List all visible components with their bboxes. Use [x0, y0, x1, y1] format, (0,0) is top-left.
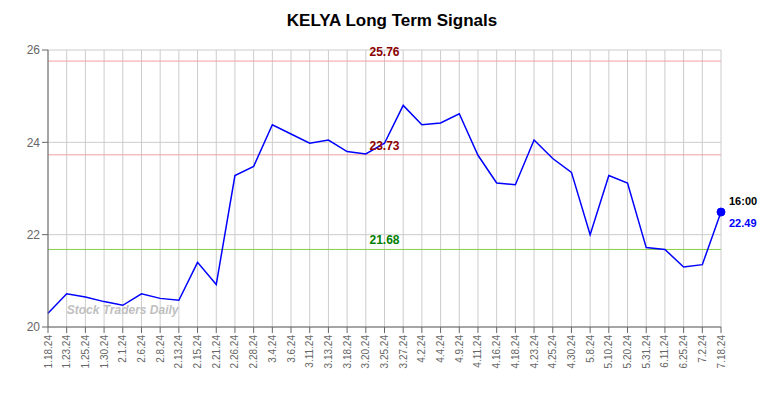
svg-text:2.8.24: 2.8.24: [155, 335, 166, 363]
svg-text:20: 20: [27, 320, 41, 334]
svg-text:4.9.24: 4.9.24: [454, 335, 465, 363]
svg-text:4.18.24: 4.18.24: [510, 335, 521, 369]
svg-text:5.8.24: 5.8.24: [585, 335, 596, 363]
svg-text:2.6.24: 2.6.24: [136, 335, 147, 363]
svg-text:21.68: 21.68: [369, 233, 399, 247]
svg-text:22: 22: [27, 228, 41, 242]
svg-text:5.31.24: 5.31.24: [641, 335, 652, 369]
svg-text:Stock Traders Daily: Stock Traders Daily: [67, 303, 180, 317]
svg-text:3.18.24: 3.18.24: [342, 335, 353, 369]
svg-text:23.73: 23.73: [369, 139, 399, 153]
svg-text:7.18.24: 7.18.24: [716, 335, 727, 369]
svg-text:1.23.24: 1.23.24: [61, 335, 72, 369]
svg-text:2.21.24: 2.21.24: [211, 335, 222, 369]
svg-text:2.26.24: 2.26.24: [229, 335, 240, 369]
svg-text:25.76: 25.76: [369, 45, 399, 59]
html-text:KELYA Long Term Signals: KELYA Long Term Signals: [286, 11, 498, 30]
svg-text:4.4.24: 4.4.24: [435, 335, 446, 363]
svg-text:2.13.24: 2.13.24: [173, 335, 184, 369]
svg-text:4.16.24: 4.16.24: [491, 335, 502, 369]
svg-text:4.25.24: 4.25.24: [547, 335, 558, 369]
svg-text:6.25.24: 6.25.24: [678, 335, 689, 369]
svg-text:22.49: 22.49: [729, 217, 757, 229]
svg-text:3.11.24: 3.11.24: [304, 335, 315, 368]
svg-text:2.15.24: 2.15.24: [192, 335, 203, 369]
svg-text:4.11.24: 4.11.24: [472, 335, 483, 368]
svg-text:2.28.24: 2.28.24: [248, 335, 259, 369]
svg-text:1.25.24: 1.25.24: [80, 335, 91, 369]
svg-text:3.13.24: 3.13.24: [323, 335, 334, 369]
svg-text:5.10.24: 5.10.24: [603, 335, 614, 369]
svg-text:2.1.24: 2.1.24: [117, 335, 128, 363]
svg-text:6.11.24: 6.11.24: [659, 335, 670, 368]
svg-text:3.20.24: 3.20.24: [360, 335, 371, 369]
svg-text:5.20.24: 5.20.24: [622, 335, 633, 369]
svg-text:3.27.24: 3.27.24: [398, 335, 409, 369]
svg-text:7.2.24: 7.2.24: [697, 335, 708, 363]
svg-text:4.30.24: 4.30.24: [566, 335, 577, 369]
svg-text:4.2.24: 4.2.24: [416, 335, 427, 363]
svg-text:3.6.24: 3.6.24: [286, 335, 297, 363]
svg-text:16:00: 16:00: [729, 195, 757, 207]
svg-text:24: 24: [27, 136, 41, 150]
svg-text:1.18.24: 1.18.24: [43, 335, 54, 369]
svg-text:3.4.24: 3.4.24: [267, 335, 278, 363]
svg-text:4.23.24: 4.23.24: [529, 335, 540, 369]
svg-text:26: 26: [27, 43, 41, 57]
svg-text:3.25.24: 3.25.24: [379, 335, 390, 369]
svg-text:1.30.24: 1.30.24: [99, 335, 110, 369]
